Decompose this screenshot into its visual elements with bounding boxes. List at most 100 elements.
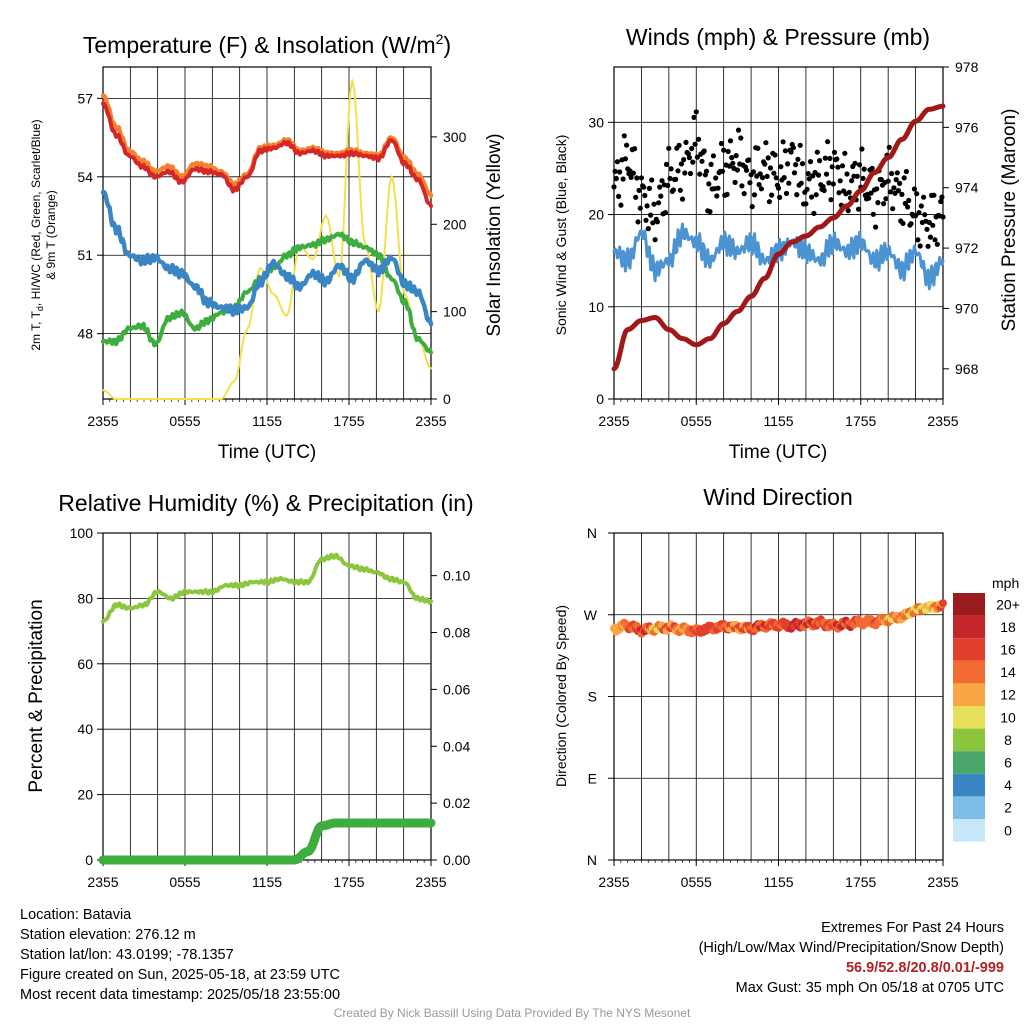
temp-y-tick-label: 57: [77, 90, 93, 106]
wind-gust-point: [681, 157, 687, 163]
extremes-subtitle: (High/Low/Max Wind/Precipitation/Snow De…: [698, 940, 1004, 956]
wind-gust-point: [925, 243, 931, 249]
recent-timestamp-text: Most recent data timestamp: 2025/05/18 2…: [20, 987, 341, 1003]
wind-gust-point: [628, 174, 634, 180]
wind-gust-point: [777, 194, 783, 200]
wind-gust-point: [714, 193, 720, 199]
wind-gust-point: [675, 168, 681, 174]
wind-gust-point: [781, 175, 787, 181]
wind-gust-point: [772, 152, 778, 158]
rh-series-relative-humidity: [101, 552, 433, 624]
wind-gust-point: [895, 188, 902, 194]
temp-x-tick-label: 2355: [415, 413, 446, 429]
wind-gust-point: [622, 156, 629, 162]
wind-gust-point: [706, 181, 712, 187]
wind-gust-point: [881, 201, 887, 207]
wind-gust-point: [733, 153, 739, 159]
dir-y-tick-label: E: [588, 770, 597, 786]
wind-gust-point: [811, 210, 817, 216]
temp-y2-tick-label: 200: [443, 216, 467, 232]
wind-gust-point: [875, 200, 881, 206]
wind-gust-point: [821, 187, 827, 194]
wind-gust-point: [822, 155, 828, 161]
wind-gust-point: [861, 166, 867, 172]
wind-gust-point: [938, 198, 944, 205]
wind-gust-point: [924, 226, 930, 232]
wind-gust-point: [798, 180, 804, 186]
wind-gust-point: [642, 192, 648, 199]
temp-x-tick-label: 0555: [169, 413, 200, 429]
colorbar-swatch: [953, 751, 985, 774]
created-text: Figure created on Sun, 2025-05-18, at 23…: [20, 967, 340, 983]
colorbar-label: 6: [1004, 755, 1012, 771]
temp-y2-tick-label: 0: [443, 391, 451, 407]
wind-gust-point: [734, 167, 741, 173]
rh-panel-title: Relative Humidity (%) & Precipitation (i…: [58, 490, 473, 516]
wind-gust-point: [775, 185, 782, 191]
colorbar-label: 20+: [996, 596, 1020, 612]
location-text: Location: Batavia: [20, 907, 132, 923]
colorbar-swatch: [953, 728, 985, 752]
wind-gust-point: [901, 175, 907, 181]
colorbar-label: 12: [1000, 687, 1016, 703]
colorbar: 20+ 18 16 14 12 10 8 6 4 2 0: [953, 593, 1020, 842]
wind-gust-point: [678, 161, 685, 167]
wind-gust-point: [613, 175, 619, 182]
wind-gust-point: [762, 161, 768, 167]
wind-gust-point: [813, 192, 819, 198]
temp-series-2m-t: [101, 101, 433, 209]
wind-y2-tick-label: 972: [955, 240, 979, 256]
wind-gust-point: [724, 191, 730, 197]
dir-panel-title: Wind Direction: [703, 484, 853, 510]
wind-gust-point: [806, 176, 812, 182]
colorbar-label: 4: [1004, 777, 1012, 793]
wind-gust-point: [749, 204, 755, 210]
elevation-text: Station elevation: 276.12 m: [20, 927, 196, 943]
wind-gust-point: [836, 190, 842, 196]
wind-gust-point: [908, 221, 914, 227]
wind-gust-point: [710, 153, 717, 159]
wind-y2-tick-label: 976: [955, 119, 979, 135]
temp-x-tick-label: 2355: [87, 413, 118, 429]
wind-gust-point: [721, 147, 727, 153]
wind-gust-point: [765, 155, 771, 161]
rh-x-tick-label: 0555: [169, 874, 200, 890]
temp-series-hi-wc: [100, 190, 434, 327]
wind-gust-point: [746, 157, 752, 163]
temp-y-axis-label: 2m T, Td, HI/WC (Red, Green, Scarlet/Blu…: [29, 119, 45, 350]
wind-gust-point: [641, 184, 647, 190]
wind-gust-point: [791, 170, 798, 176]
rh-y-axis-label: Percent & Precipitation: [26, 599, 47, 792]
wind-gust-point: [656, 200, 662, 206]
station-info: Location: Batavia Station elevation: 276…: [20, 905, 340, 1005]
wind-gust-point: [903, 168, 910, 175]
wind-gust-point: [891, 185, 897, 191]
wind-gust-point: [617, 169, 623, 175]
dir-y-axis-label: Direction (Colored By Speed): [553, 605, 569, 787]
wind-gust-point: [807, 159, 814, 165]
rh-y-tick-label: 60: [77, 656, 93, 672]
wind-gust-point: [823, 171, 830, 177]
wind-gust-point: [921, 194, 927, 200]
wind-gust-point: [670, 187, 677, 193]
colorbar-swatch: [953, 706, 985, 729]
temp-y2-axis-label: Solar Insolation (Yellow): [484, 133, 505, 336]
wind-gust-point: [634, 175, 640, 181]
wind-gust-point: [790, 145, 797, 151]
wind-gust-point: [918, 203, 924, 209]
wind-gust-point: [758, 186, 765, 192]
rh-plot-area: 2355 0555 1155 1755 2355 0 20 40 60 80 100 0.00 0.02…: [70, 525, 471, 890]
colorbar-label: 8: [1004, 732, 1012, 748]
wind-gust-point: [874, 186, 880, 192]
wind-gust-point: [756, 182, 762, 188]
colorbar-title: mph: [992, 575, 1019, 591]
wind-gust-point: [825, 139, 831, 145]
wind-gust-point: [769, 192, 775, 198]
wind-gust-point: [940, 214, 946, 220]
colorbar-label: 2: [1004, 800, 1012, 816]
rh-y-tick-label: 0: [85, 852, 93, 868]
wind-y2-tick-label: 978: [955, 59, 979, 75]
wind-gust-point: [831, 149, 838, 155]
rh-x-tick-label: 2355: [415, 874, 446, 890]
